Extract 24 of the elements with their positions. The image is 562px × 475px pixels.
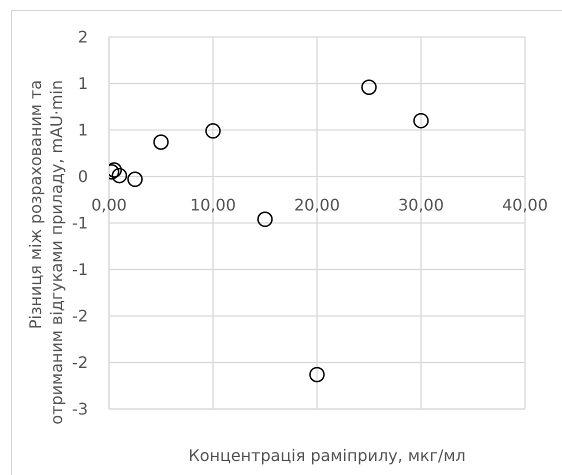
x-tick-label: 20,00 xyxy=(294,196,340,214)
point xyxy=(153,134,169,150)
y-axis-title: Різниця між розрахованим та отриманим відгуками приладу, mAU·min xyxy=(26,80,66,425)
point xyxy=(361,79,377,95)
y-tick-label: -1 xyxy=(72,260,88,280)
y-tick-label: -3 xyxy=(72,400,88,419)
y-tick-label: -2 xyxy=(72,306,88,326)
y-tick-label: 1 xyxy=(78,120,88,140)
point xyxy=(127,172,143,188)
y-tick-label: 0 xyxy=(78,167,88,186)
point xyxy=(257,212,273,228)
point xyxy=(413,112,429,128)
x-tick-label: 40,00 xyxy=(502,196,548,214)
y-tick-label: 1 xyxy=(78,74,88,94)
point xyxy=(112,168,128,184)
y-tick-label: 2 xyxy=(78,28,88,47)
x-tick-label: 0,00 xyxy=(91,196,127,214)
x-tick-label: 10,00 xyxy=(190,196,236,214)
x-tick-label: 30,00 xyxy=(398,196,444,214)
x-axis-title: Концентрація раміприлу, мкг/мл xyxy=(188,446,466,465)
point xyxy=(205,123,221,139)
y-tick-label: -2 xyxy=(72,353,88,372)
point xyxy=(309,366,325,382)
y-tick-label: -1 xyxy=(72,214,88,233)
